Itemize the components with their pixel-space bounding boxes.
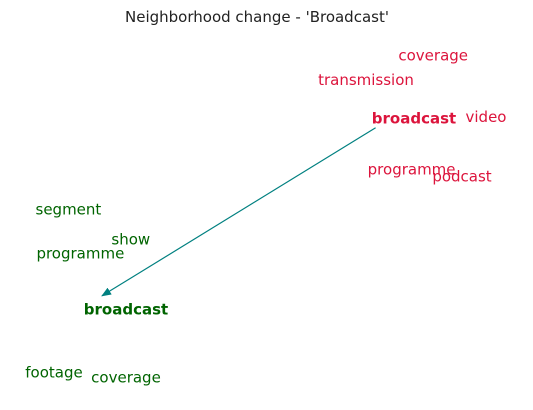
shift-arrow (101, 127, 376, 297)
old-neighborhood-word-video: video (466, 108, 507, 126)
chart-title: Neighborhood change - 'Broadcast' (125, 8, 389, 26)
new-neighborhood-word-coverage: coverage (91, 369, 161, 387)
old-neighborhood-word-podcast: podcast (432, 167, 491, 185)
new-neighborhood-word-programme: programme (36, 244, 124, 262)
old-neighborhood-word-broadcast-target: broadcast (372, 110, 456, 128)
old-neighborhood-word-coverage: coverage (398, 47, 468, 65)
plot-area: coverage transmission broadcast video progra… (25, 47, 506, 387)
new-neighborhood-word-broadcast-target: broadcast (84, 300, 168, 318)
old-neighborhood: coverage transmission broadcast video progra… (318, 47, 506, 186)
new-neighborhood-word-footage: footage (25, 363, 82, 381)
new-neighborhood-word-segment: segment (36, 201, 102, 219)
old-neighborhood-word-transmission: transmission (318, 71, 414, 89)
new-neighborhood-word-show: show (111, 230, 150, 248)
old-neighborhood-word-programme: programme (368, 160, 456, 178)
